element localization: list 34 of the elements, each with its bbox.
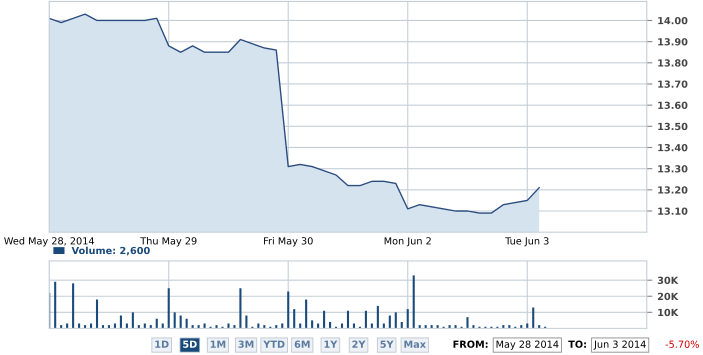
text: TO: xyxy=(568,340,586,348)
x-tick-label: Fri May 30 xyxy=(264,237,313,246)
y-tick-label: 10K xyxy=(658,308,679,316)
text: -5.70% xyxy=(666,340,699,348)
text: Max xyxy=(404,340,426,348)
y-tick-label: 30K xyxy=(658,276,679,284)
text: 5Y xyxy=(380,340,394,348)
y-tick-label: 13.50 xyxy=(658,122,688,130)
text: 6M xyxy=(294,340,310,348)
y-tick-label: 13.80 xyxy=(658,59,688,67)
legend-label: Volume: 2,600 xyxy=(72,246,150,256)
text: 1M xyxy=(210,340,226,348)
y-tick-label: 13.90 xyxy=(658,38,688,46)
text: 2Y xyxy=(352,340,366,348)
text: YTD xyxy=(263,340,285,348)
text: 1Y xyxy=(324,340,338,348)
text: May 28 2014 xyxy=(496,340,558,350)
x-tick-label: Wed May 28, 2014 xyxy=(4,237,94,246)
text: FROM: xyxy=(454,340,488,348)
y-tick-label: 13.20 xyxy=(658,186,688,194)
y-tick-label: 13.30 xyxy=(658,165,688,172)
x-tick-label: Tue Jun 3 xyxy=(505,237,549,246)
text: 5D xyxy=(183,340,197,348)
text: Jun 3 2014 xyxy=(594,340,646,350)
x-tick-label: Mon Jun 2 xyxy=(384,237,431,246)
y-tick-label: 14.00 xyxy=(658,16,688,24)
y-tick-label: 13.60 xyxy=(658,102,688,109)
y-tick-label: 13.70 xyxy=(658,80,688,88)
text: 3M xyxy=(238,340,254,348)
y-tick-label: 13.10 xyxy=(658,207,688,215)
y-tick-label: 20K xyxy=(658,292,679,300)
x-tick-label: Thu May 29 xyxy=(140,237,196,246)
text: 1D xyxy=(155,340,169,348)
y-tick-label: 13.40 xyxy=(658,144,688,152)
